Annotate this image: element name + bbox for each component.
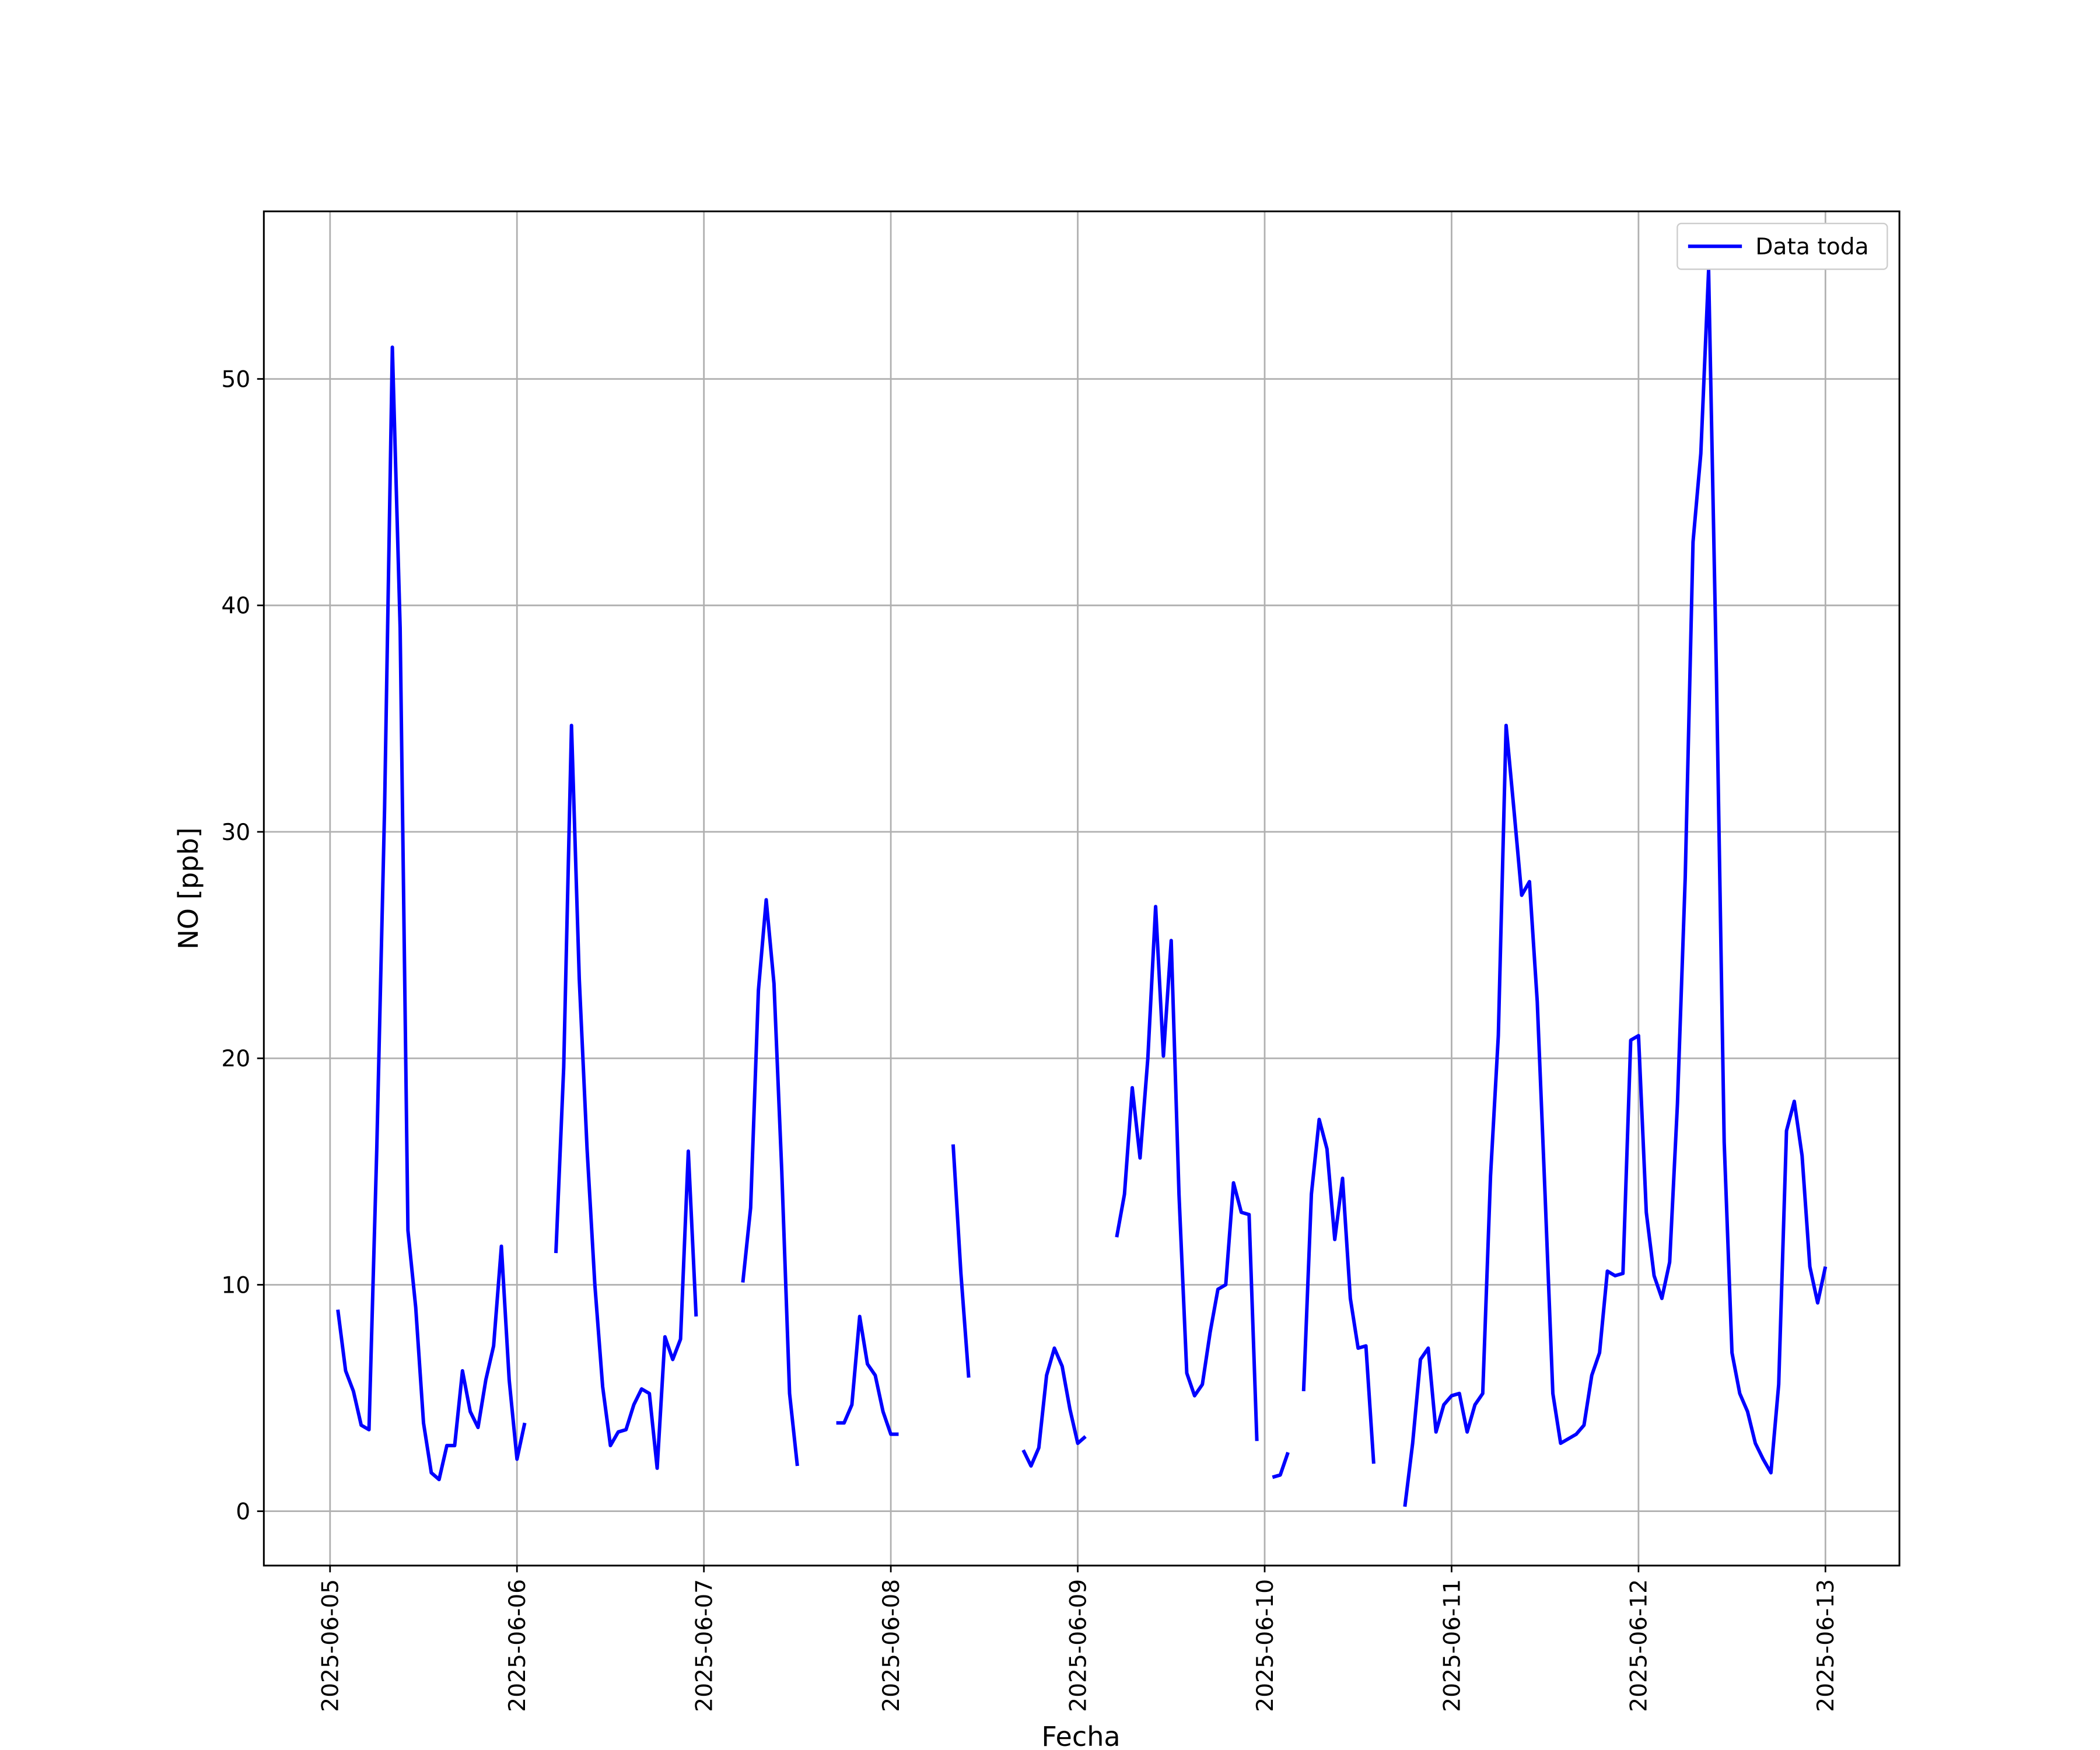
y-tick-label: 30 (221, 820, 250, 846)
x-tick-label: 2025-06-05 (318, 1579, 344, 1712)
x-tick-label: 2025-06-09 (1065, 1579, 1091, 1712)
plot-frame (262, 210, 1901, 1567)
legend-box (1676, 222, 1888, 270)
legend-label: Data toda (1755, 234, 1868, 260)
x-tick-label: 2025-06-07 (692, 1579, 718, 1712)
x-tick-label: 2025-06-06 (505, 1579, 531, 1712)
x-axis-label: Fecha (1041, 1721, 1120, 1750)
x-tick-label: 2025-06-13 (1813, 1579, 1839, 1712)
data-line (336, 268, 1828, 1507)
x-tick-label: 2025-06-11 (1439, 1579, 1465, 1712)
y-tick-label: 20 (221, 1046, 250, 1072)
x-tick-label: 2025-06-08 (878, 1579, 905, 1712)
y-tick-label: 0 (236, 1499, 250, 1525)
y-axis-label: NO [ppb] (173, 827, 204, 949)
x-tick-label: 2025-06-10 (1252, 1579, 1279, 1712)
y-tick-label: 10 (221, 1272, 250, 1298)
x-tick-label: 2025-06-12 (1626, 1579, 1653, 1712)
y-tick-label: 50 (221, 366, 250, 393)
y-tick-label: 40 (221, 593, 250, 620)
